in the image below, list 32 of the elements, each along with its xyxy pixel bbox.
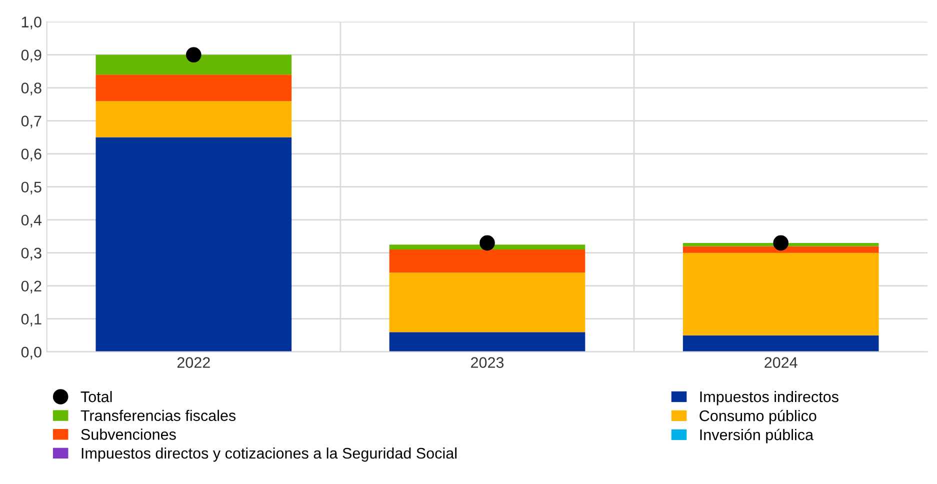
y-tick-label: 1,0: [22, 16, 42, 30]
bar: [96, 74, 292, 101]
y-tick-label: 0,5: [21, 182, 42, 194]
y-tick-label: 0,2: [21, 280, 42, 294]
bar: [96, 101, 292, 138]
bar: [389, 244, 586, 250]
bar: [96, 137, 292, 352]
y-tick-label: 0,4: [21, 214, 42, 228]
bar: [389, 250, 586, 273]
bar: [389, 332, 586, 352]
x-tick-label: 2022: [177, 357, 210, 368]
bar: [389, 272, 586, 332]
y-tick-label: 0,8: [21, 82, 42, 96]
x-tick-label: 2024: [764, 357, 798, 368]
legend-label: Transferencias fiscales: [80, 410, 236, 422]
x-tick-label: 2023: [471, 357, 504, 368]
y-tick-label: 0,3: [21, 248, 42, 260]
bar: [682, 246, 879, 253]
y-tick-label: 0,1: [21, 314, 42, 326]
bar: [682, 335, 879, 352]
bar: [96, 54, 292, 75]
legend-label: Consumo público: [700, 410, 816, 424]
y-tick-label: 0,7: [21, 116, 42, 128]
bar: [682, 252, 879, 336]
y-tick-label: 0,6: [21, 148, 42, 162]
legend-label: Impuestos directos y cotizaciones a la Seguridad Social: [82, 447, 456, 462]
legend-label: Inversión pública: [700, 428, 814, 444]
legend-label: Subvenciones: [81, 428, 176, 440]
legend-label: Total: [80, 390, 112, 402]
y-tick-label: 0,9: [21, 50, 42, 62]
legend-label: Impuestos indirectos: [700, 390, 838, 406]
y-tick-label: 0,0: [21, 346, 42, 360]
